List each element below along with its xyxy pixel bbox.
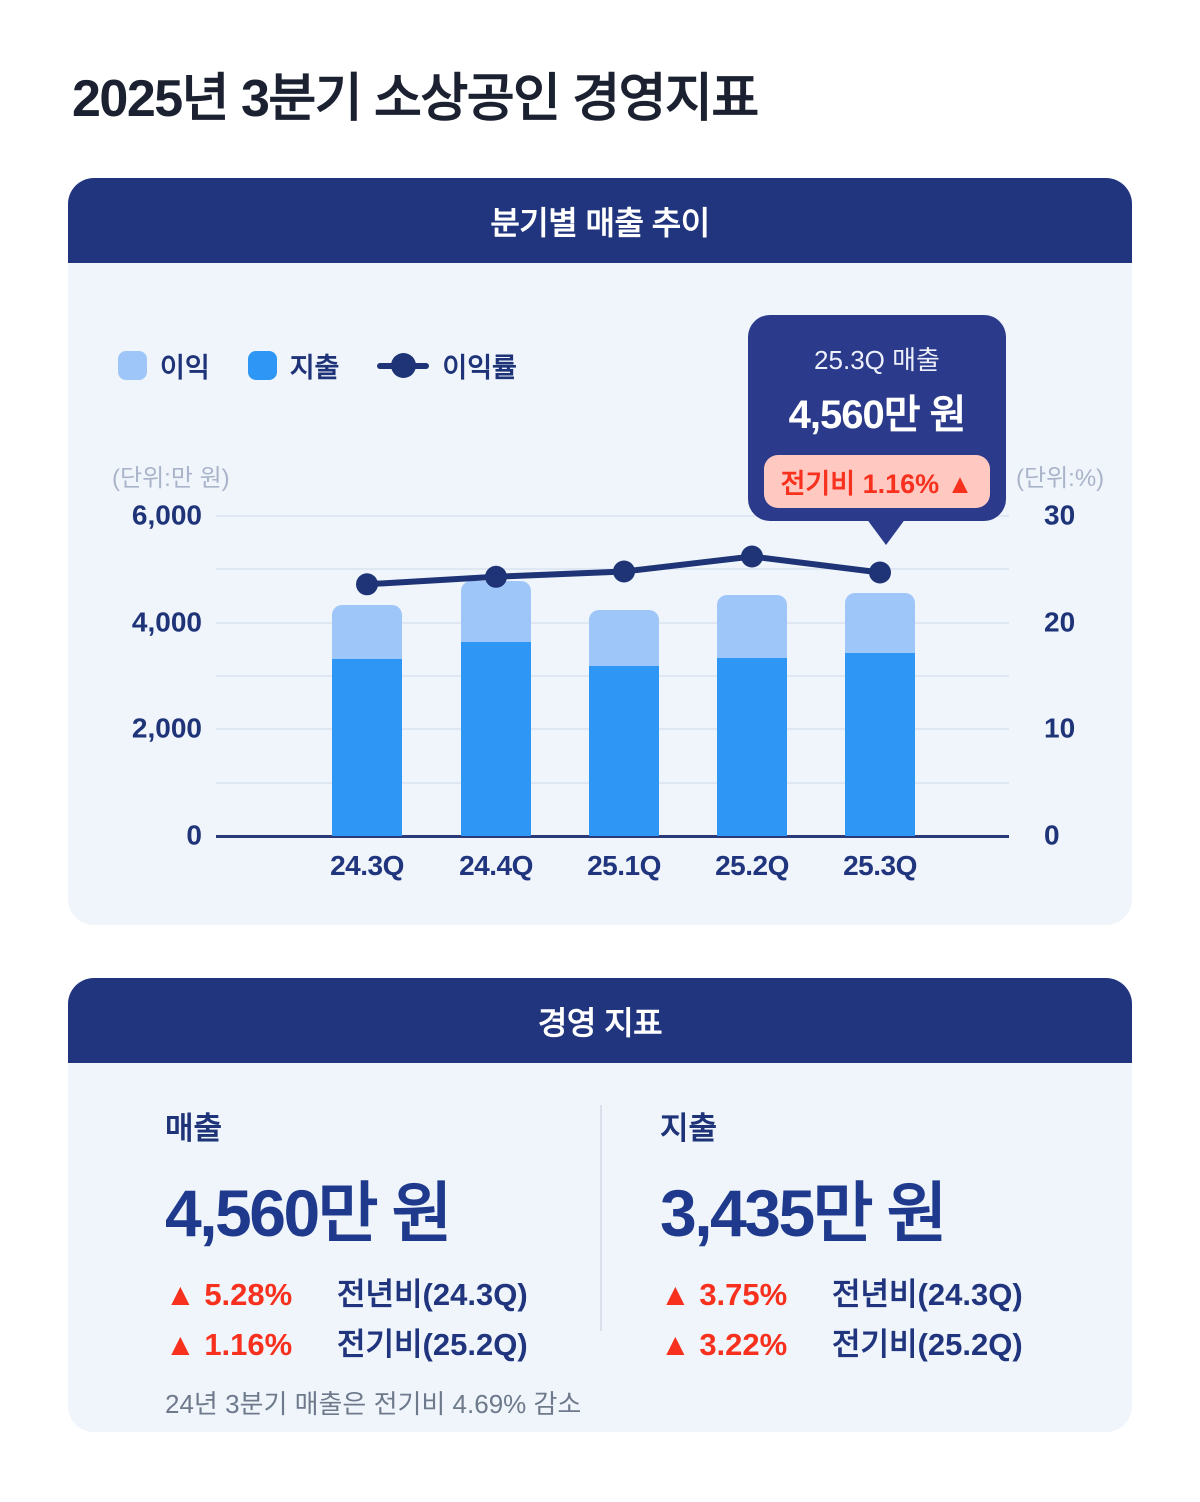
expense-yoy-number: 3.75% (699, 1277, 788, 1312)
line-dot-swatch-icon (377, 351, 430, 380)
profit-swatch-icon (118, 351, 147, 380)
expense-segment (461, 642, 531, 836)
page-title: 2025년 3분기 소상공인 경영지표 (72, 70, 759, 128)
stacked-bar-24.3Q (332, 605, 402, 836)
rate-point-25.1Q (613, 560, 635, 583)
legend-item-expense: 지출 (247, 346, 340, 385)
tooltip-change-badge: 전기비 1.16% ▲ (763, 455, 991, 508)
rate-point-25.3Q (869, 561, 891, 584)
revenue-yoy-number: 5.28% (204, 1277, 293, 1312)
revenue-qoq-ref: 전기비(25.2Q) (337, 1327, 528, 1362)
expense-segment (589, 666, 659, 836)
left-axis-unit-label: (단위:만 원) (112, 465, 230, 492)
chart-panel-header: 분기별 매출 추이 (68, 178, 1132, 263)
legend-label-expense: 지출 (289, 353, 340, 383)
expense-segment (332, 659, 402, 836)
left-axis-tick: 0 (186, 819, 202, 851)
rate-point-24.4Q (485, 565, 507, 588)
expense-qoq-number: 3.22% (699, 1327, 788, 1362)
revenue-label: 매출 (165, 1111, 223, 1146)
expense-swatch-icon (247, 351, 277, 380)
legend-item-profit: 이익 (118, 346, 210, 385)
revenue-card: 매출 4,560만 원 ▲ 5.28% 전년비(24.3Q) ▲ 1.16% 전… (165, 1063, 595, 1421)
sales-tooltip: 25.3Q 매출 4,560만 원 전기비 1.16% ▲ (748, 315, 1006, 545)
revenue-footnote: 24년 3분기 매출은 전기비 4.69% 감소 (165, 1389, 582, 1419)
expense-qoq-percent: ▲ 3.22% (660, 1328, 832, 1362)
up-arrow-icon: ▲ (660, 1327, 691, 1362)
tooltip-sales-value: 4,560만 원 (788, 393, 967, 437)
expense-card: 지출 3,435만 원 ▲ 3.75% 전년비(24.3Q) ▲ 3.22% 전… (660, 1063, 1090, 1362)
profit-rate-line (356, 545, 891, 596)
metrics-panel: 경영 지표 매출 4,560만 원 ▲ 5.28% 전년비(24.3Q) ▲ 1… (68, 978, 1132, 1432)
x-axis-label-25.1Q: 25.1Q (587, 850, 661, 881)
chart-plot-area: 6,000 4,000 2,000 0 30 20 10 0 24.3Q 24.4Q 25.1Q 25… (132, 499, 1075, 881)
x-axis-baseline (216, 835, 1009, 838)
up-arrow-icon: ▲ (660, 1277, 691, 1312)
legend-label-profit-rate: 이익률 (442, 353, 517, 383)
revenue-qoq-percent: ▲ 1.16% (165, 1328, 337, 1362)
revenue-qoq-number: 1.16% (204, 1327, 293, 1362)
column-divider (600, 1105, 602, 1331)
stacked-bar-25.1Q (589, 609, 659, 836)
left-axis-tick: 2,000 (131, 712, 202, 744)
expense-change-row: ▲ 3.22% 전기비(25.2Q) (660, 1328, 1090, 1362)
x-axis-label-24.3Q: 24.3Q (330, 850, 404, 881)
revenue-change-row: ▲ 1.16% 전기비(25.2Q) (165, 1328, 595, 1362)
stacked-bar-24.4Q (461, 581, 531, 836)
right-axis-tick: 0 (1044, 819, 1060, 851)
x-axis-label-25.2Q: 25.2Q (715, 850, 789, 881)
legend-item-profit-rate: 이익률 (377, 346, 517, 385)
revenue-value: 4,560만 원 (165, 1176, 452, 1250)
expense-segment (845, 652, 915, 836)
up-arrow-icon: ▲ (165, 1277, 196, 1312)
rate-point-25.2Q (741, 545, 763, 568)
expense-yoy-ref: 전년비(24.3Q) (832, 1277, 1023, 1312)
expense-qoq-ref: 전기비(25.2Q) (832, 1327, 1023, 1362)
right-axis-unit-label: (단위:%) (1016, 465, 1105, 492)
revenue-yoy-ref: 전년비(24.3Q) (337, 1277, 528, 1312)
stacked-bar-25.2Q (717, 595, 787, 836)
expense-yoy-percent: ▲ 3.75% (660, 1278, 832, 1312)
x-axis-label-24.4Q: 24.4Q (459, 850, 533, 881)
legend-label-profit: 이익 (160, 353, 210, 383)
left-axis-tick: 6,000 (131, 499, 202, 531)
expense-value: 3,435만 원 (660, 1176, 947, 1250)
right-axis-tick: 10 (1044, 712, 1076, 744)
rate-point-24.3Q (356, 573, 378, 596)
left-axis-tick: 4,000 (131, 606, 202, 638)
expense-label: 지출 (660, 1111, 718, 1146)
revenue-change-row: ▲ 5.28% 전년비(24.3Q) (165, 1278, 595, 1312)
metrics-panel-header: 경영 지표 (68, 978, 1132, 1063)
x-axis-label-25.3Q: 25.3Q (843, 850, 917, 881)
tooltip-quarter-label: 25.3Q 매출 (814, 345, 940, 375)
stacked-bar-25.3Q (845, 592, 915, 836)
chart-legend: 이익 지출 이익률 (118, 346, 517, 385)
right-axis-tick: 30 (1044, 499, 1076, 531)
quarterly-sales-panel: 분기별 매출 추이 이익 지출 이익률 (단위:만 원) (단위:%) 6,00… (68, 178, 1132, 925)
right-axis-tick: 20 (1044, 606, 1076, 638)
gridline (216, 515, 1009, 517)
expense-segment (717, 658, 787, 836)
revenue-yoy-percent: ▲ 5.28% (165, 1278, 337, 1312)
expense-change-row: ▲ 3.75% 전년비(24.3Q) (660, 1278, 1090, 1312)
up-arrow-icon: ▲ (165, 1327, 196, 1362)
tooltip-pointer (866, 518, 906, 545)
